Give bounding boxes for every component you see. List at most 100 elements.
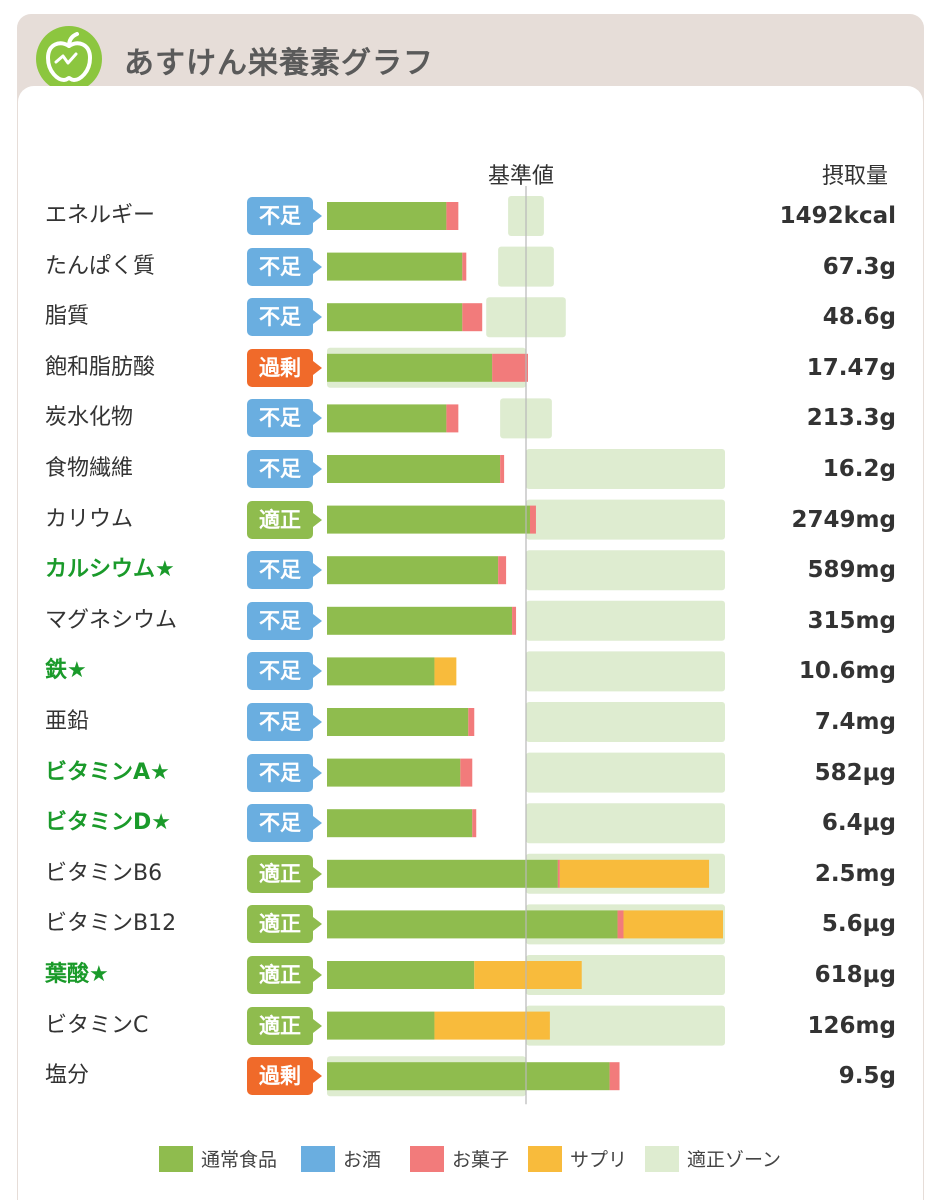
status-badge-label: 適正 bbox=[259, 1013, 301, 1038]
nutrient-label: たんぱく質 bbox=[45, 253, 156, 279]
bar-segment-snack bbox=[446, 202, 459, 230]
badge-pointer bbox=[313, 765, 322, 780]
status-badge-label: 適正 bbox=[259, 507, 301, 532]
nutrient-label: 炭水化物 bbox=[45, 405, 134, 431]
bar-segment-snack bbox=[609, 1062, 620, 1091]
legend-swatch-snack bbox=[410, 1146, 444, 1172]
bar-segment-food bbox=[327, 353, 493, 382]
badge-pointer bbox=[313, 866, 322, 881]
apple-logo-icon bbox=[36, 26, 102, 92]
bar-segment-food bbox=[327, 606, 513, 635]
bar-segment-supplement bbox=[434, 1011, 550, 1040]
bar-segment-food bbox=[327, 708, 469, 736]
status-badge: 適正 bbox=[247, 500, 322, 539]
nutrient-label: 亜鉛 bbox=[45, 709, 90, 734]
intake-value: 618μg bbox=[814, 962, 896, 988]
nutrient-label: 葉酸★ bbox=[45, 962, 109, 987]
bar-segment-food bbox=[327, 809, 473, 838]
legend-swatch-supplement bbox=[528, 1146, 562, 1172]
status-badge: 不足 bbox=[247, 703, 322, 741]
bar-segment-supplement bbox=[559, 859, 710, 888]
nutrient-label: エネルギー bbox=[45, 203, 156, 228]
intake-value: 48.6g bbox=[822, 304, 896, 331]
badge-pointer bbox=[313, 1069, 322, 1084]
bar-segment-food bbox=[327, 556, 499, 585]
status-badge: 過剰 bbox=[247, 1057, 322, 1096]
legend-label: お酒 bbox=[343, 1149, 382, 1171]
intake-value: 16.2g bbox=[822, 456, 896, 482]
nutrient-label: カルシウム★ bbox=[45, 557, 175, 583]
bar-segment-food bbox=[327, 303, 463, 332]
status-badge: 不足 bbox=[247, 450, 322, 488]
status-badge-label: 不足 bbox=[259, 659, 301, 684]
badge-pointer bbox=[313, 209, 322, 223]
intake-value: 213.3g bbox=[806, 405, 896, 432]
bar-segment-supplement bbox=[474, 961, 582, 989]
bar-segment-food bbox=[327, 1062, 610, 1091]
badge-pointer bbox=[313, 462, 322, 476]
intake-value: 2.5mg bbox=[814, 860, 896, 887]
reference-column-header: 基準値 bbox=[488, 164, 555, 189]
bar-segment-food bbox=[327, 202, 447, 230]
bar-segment-snack bbox=[512, 606, 517, 635]
intake-value: 9.5g bbox=[838, 1063, 896, 1090]
status-badge: 過剰 bbox=[247, 348, 322, 387]
nutrient-label: ビタミンA★ bbox=[45, 759, 170, 785]
bar-segment-snack bbox=[500, 455, 505, 483]
bar-segment-snack bbox=[557, 859, 560, 888]
legend-label: サプリ bbox=[570, 1149, 628, 1171]
intake-value: 6.4μg bbox=[821, 810, 896, 837]
bar-segment-snack bbox=[462, 252, 467, 281]
status-badge-label: 不足 bbox=[259, 254, 301, 279]
status-badge: 不足 bbox=[247, 247, 322, 286]
status-badge: 不足 bbox=[247, 551, 322, 590]
status-badge: 不足 bbox=[247, 804, 322, 843]
badge-pointer bbox=[313, 613, 322, 628]
legend-label: お菓子 bbox=[452, 1149, 510, 1171]
bar-segment-food bbox=[327, 404, 447, 433]
badge-pointer bbox=[313, 360, 322, 375]
bar-segment-supplement bbox=[434, 657, 457, 686]
nutrient-label: マグネシウム bbox=[45, 607, 178, 633]
optimal-zone-band bbox=[526, 651, 725, 692]
status-badge: 適正 bbox=[247, 905, 322, 944]
bar-segment-snack bbox=[472, 809, 477, 838]
optimal-zone-band bbox=[526, 702, 725, 742]
status-badge-label: 不足 bbox=[259, 406, 301, 431]
badge-pointer bbox=[313, 816, 322, 831]
bar-segment-food bbox=[327, 505, 530, 534]
bar-segment-food bbox=[327, 910, 618, 939]
status-badge-label: 過剰 bbox=[259, 1064, 301, 1089]
intake-value: 582μg bbox=[814, 759, 896, 786]
badge-pointer bbox=[313, 1018, 322, 1033]
badge-pointer bbox=[313, 664, 322, 679]
optimal-zone-band bbox=[526, 449, 725, 489]
status-badge-label: 過剰 bbox=[259, 355, 301, 380]
nutrient-label: 食物繊維 bbox=[45, 456, 134, 481]
intake-value: 1492kcal bbox=[779, 203, 896, 229]
badge-pointer bbox=[313, 715, 322, 729]
bar-segment-food bbox=[327, 1011, 435, 1040]
app-title: あすけん栄養素グラフ bbox=[124, 46, 434, 81]
optimal-zone-band bbox=[526, 803, 725, 844]
bar-segment-snack bbox=[462, 303, 483, 332]
intake-value: 17.47g bbox=[806, 354, 896, 381]
bar-segment-food bbox=[327, 961, 475, 989]
optimal-zone-band bbox=[526, 600, 725, 641]
nutrient-label: ビタミンC bbox=[45, 1012, 149, 1038]
intake-column-header: 摂取量 bbox=[822, 164, 889, 189]
bar-segment-food bbox=[327, 758, 461, 787]
intake-value: 315mg bbox=[807, 607, 896, 634]
status-badge-label: 適正 bbox=[259, 861, 301, 886]
intake-value: 67.3g bbox=[822, 253, 896, 280]
nutrient-label: ビタミンB12 bbox=[45, 911, 177, 937]
status-badge: 不足 bbox=[247, 298, 322, 337]
badge-pointer bbox=[313, 411, 322, 426]
status-badge-label: 適正 bbox=[259, 912, 301, 937]
intake-value: 2749mg bbox=[791, 506, 896, 533]
optimal-zone-band bbox=[526, 499, 725, 540]
intake-value: 126mg bbox=[807, 1012, 896, 1039]
status-badge: 不足 bbox=[247, 601, 322, 640]
optimal-zone-band bbox=[526, 752, 725, 793]
intake-value: 5.6μg bbox=[821, 911, 896, 938]
